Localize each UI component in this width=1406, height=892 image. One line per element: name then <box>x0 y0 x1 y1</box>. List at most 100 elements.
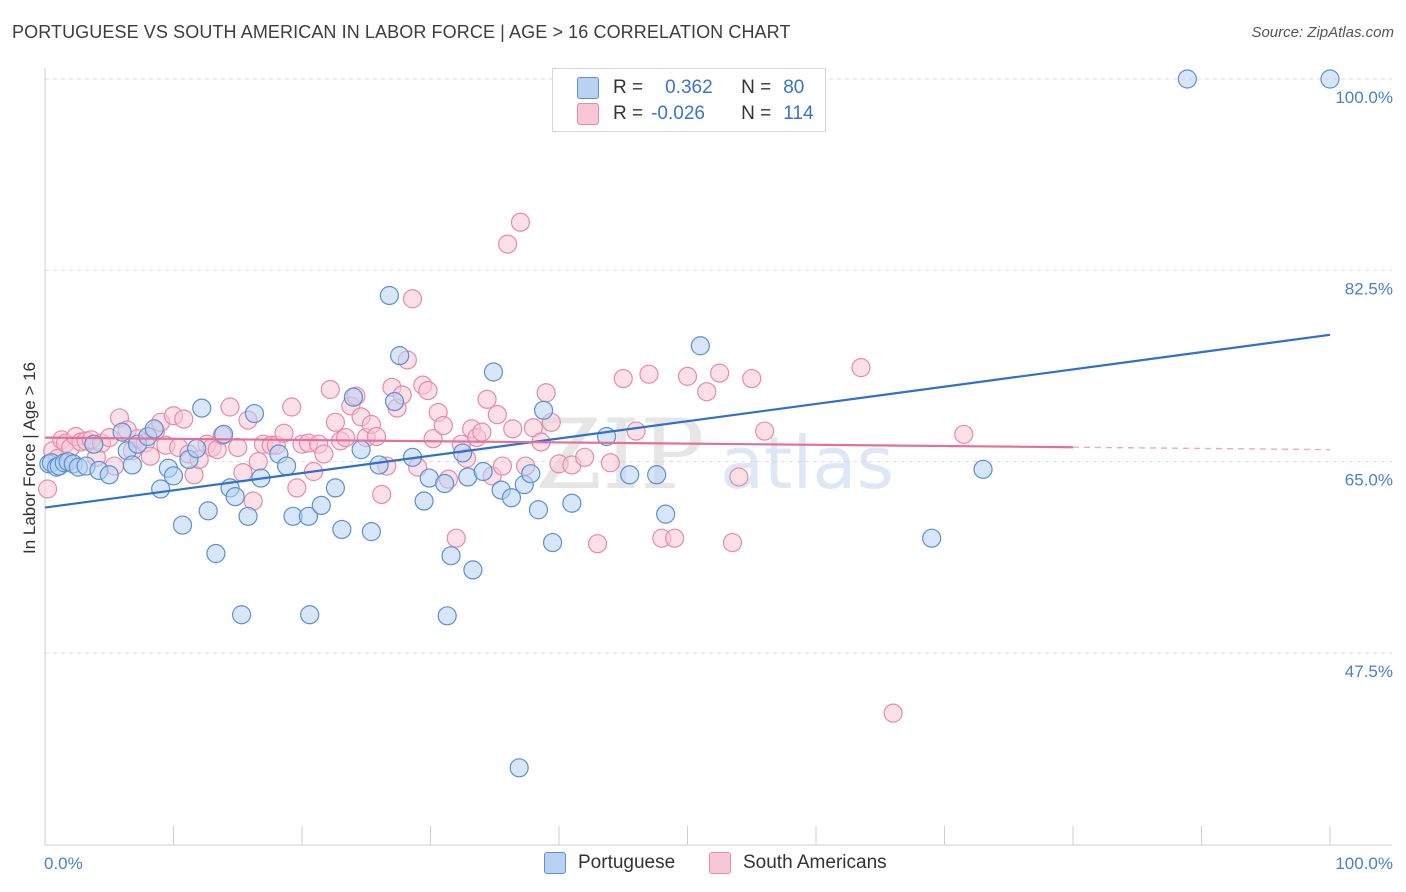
portuguese-point <box>112 422 132 442</box>
south-americans-point <box>626 421 646 441</box>
portuguese-point <box>509 758 529 778</box>
series-swatch-blue <box>544 852 566 874</box>
portuguese-point <box>562 493 582 513</box>
south-americans-point <box>487 405 507 425</box>
south-americans-point <box>274 423 294 443</box>
south-americans-point <box>613 368 633 389</box>
portuguese-point <box>198 501 218 521</box>
legend-r-label: R = <box>613 77 644 98</box>
watermark-zip: ZIP <box>535 399 704 511</box>
portuguese-point <box>414 491 434 511</box>
source-credit: Source: ZipAtlas.com <box>1251 24 1394 41</box>
south-americans-point <box>233 463 253 483</box>
x-ticks <box>173 826 1331 845</box>
portuguese-point <box>437 606 457 626</box>
portuguese-point <box>298 506 319 526</box>
portuguese-point <box>225 487 245 507</box>
portuguese-point <box>300 605 320 625</box>
legend-r-value: 0.362 <box>665 77 713 98</box>
south-americans-point <box>37 479 58 499</box>
south-americans-point <box>336 428 356 448</box>
south-americans-point <box>536 383 556 403</box>
portuguese-point <box>384 391 405 412</box>
portuguese-point <box>84 434 104 454</box>
south-americans-point <box>639 364 659 384</box>
south-americans-point <box>325 412 346 432</box>
legend-r-value: -0.026 <box>651 103 705 124</box>
south-americans-point <box>477 389 497 409</box>
south-americans-point <box>314 444 334 464</box>
south-americans-point <box>418 381 438 401</box>
legend-n-value: 114 <box>783 103 814 124</box>
grid-lines <box>45 78 1392 654</box>
portuguese-point <box>690 336 710 356</box>
portuguese-point <box>325 478 346 498</box>
portuguese-point <box>122 455 142 475</box>
south-americans-point <box>446 528 466 548</box>
portuguese-point <box>1320 69 1340 89</box>
portuguese-point <box>435 473 455 494</box>
south-americans-point <box>722 532 743 553</box>
south-americans-point <box>954 424 974 444</box>
series-legend-portuguese[interactable]: Portuguese <box>544 852 675 874</box>
portuguese-point <box>521 464 541 484</box>
axes <box>44 68 1392 846</box>
series-legend: Portuguese South Americans <box>0 852 1406 878</box>
portuguese-point <box>620 465 640 485</box>
chart-title: PORTUGUESE VS SOUTH AMERICAN IN LABOR FO… <box>12 22 791 42</box>
south-americans-point <box>729 467 749 487</box>
y-tick-label: 82.5% <box>1345 279 1393 298</box>
portuguese-point <box>647 465 667 485</box>
portuguese-point <box>232 605 252 625</box>
y-tick-label: 100.0% <box>1335 88 1393 107</box>
portuguese-point <box>656 504 676 524</box>
legend-n-value: 80 <box>783 77 805 98</box>
south-americans-point <box>287 478 307 498</box>
portuguese-points <box>39 69 1340 778</box>
watermark: ZIP atlas <box>535 399 894 511</box>
x-tick-label-max: 100.0% <box>1335 854 1393 873</box>
south-americans-point <box>883 703 903 723</box>
south-americans-point <box>174 409 194 429</box>
portuguese-trend-line <box>44 333 1331 509</box>
south-americans-point <box>423 429 443 449</box>
portuguese-point <box>172 515 193 535</box>
y-axis-label: In Labor Force | Age > 16 <box>20 362 39 554</box>
portuguese-point <box>1177 69 1197 89</box>
portuguese-point <box>542 532 563 553</box>
x-tick-label-min: 0.0% <box>44 854 83 873</box>
trend-lines <box>44 333 1331 509</box>
portuguese-point <box>528 500 549 520</box>
portuguese-point <box>361 522 381 542</box>
y-tick-label: 47.5% <box>1345 662 1393 681</box>
south-americans-point <box>472 422 492 442</box>
series-legend-south-americans[interactable]: South Americans <box>709 852 887 874</box>
south-americans-trend-line <box>44 436 1074 449</box>
portuguese-point <box>144 419 164 439</box>
portuguese-point <box>276 456 297 476</box>
south-americans-point <box>851 358 871 378</box>
portuguese-point <box>369 455 389 475</box>
south-americans-point <box>498 234 518 254</box>
south-americans-point <box>677 366 698 386</box>
south-americans-point <box>402 289 423 309</box>
correlation-legend: R = 0.362 N = 80 R = -0.026 N = 114 <box>552 68 826 132</box>
portuguese-point <box>244 403 265 424</box>
south-americans-point <box>754 421 775 441</box>
south-americans-point <box>433 415 453 436</box>
y-tick-label: 65.0% <box>1345 471 1393 490</box>
legend-n-label: N = <box>741 103 772 124</box>
south-americans-point <box>742 368 762 389</box>
south-americans-point <box>140 446 160 466</box>
south-americans-point <box>248 452 268 472</box>
portuguese-point <box>473 461 493 482</box>
portuguese-point <box>332 519 352 540</box>
y-tick-labels: 47.5% 65.0% 82.5% 100.0% <box>1335 88 1393 681</box>
portuguese-point <box>351 440 371 460</box>
south-americans-point <box>575 447 595 467</box>
legend-swatch-blue <box>577 77 599 99</box>
south-americans-point <box>510 212 531 232</box>
watermark-atlas: atlas <box>720 421 894 505</box>
south-americans-point <box>282 397 302 417</box>
portuguese-point <box>483 362 504 382</box>
